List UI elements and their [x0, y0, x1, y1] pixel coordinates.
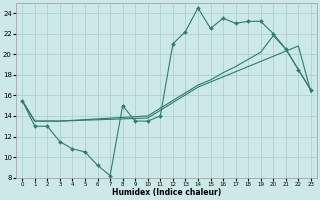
X-axis label: Humidex (Indice chaleur): Humidex (Indice chaleur)	[112, 188, 221, 197]
